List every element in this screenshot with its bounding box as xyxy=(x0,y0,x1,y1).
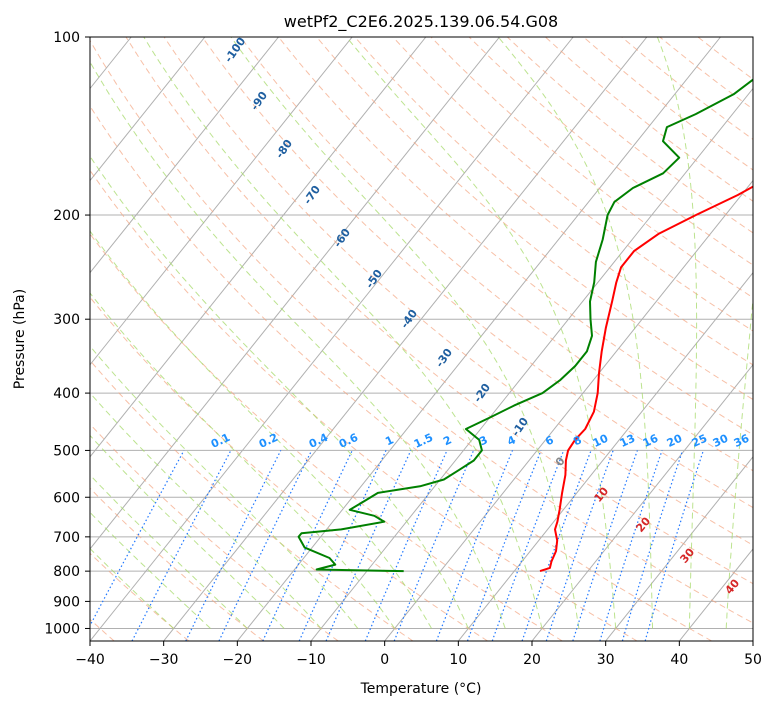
dry-adiabat-line xyxy=(90,233,563,641)
mixing-ratio-line xyxy=(393,450,475,641)
isotherm-line xyxy=(163,37,648,641)
dry-adiabat-line xyxy=(90,423,339,641)
mixing-ratio-label: 10 xyxy=(591,432,611,450)
mixing-ratio-label: 30 xyxy=(711,432,731,450)
series-layer xyxy=(297,78,753,573)
moist-adiabat-line xyxy=(90,474,248,629)
y-tick-label: 800 xyxy=(53,564,80,580)
mixing-ratio-line xyxy=(545,450,614,641)
dry-adiabat-line xyxy=(90,296,488,641)
x-tick-label: 40 xyxy=(670,652,688,668)
mixing-ratio-label: 16 xyxy=(641,432,661,450)
y-tick-label: 500 xyxy=(53,443,80,459)
temperature-profile-line xyxy=(539,185,753,573)
dry-adiabat-line xyxy=(392,37,753,332)
isotherm-line xyxy=(457,271,753,641)
dry-adiabat-line xyxy=(278,37,753,436)
x-tick-label: 10 xyxy=(449,652,467,668)
x-tick-label: 50 xyxy=(744,652,762,668)
isotherm-line xyxy=(90,37,500,550)
y-tick-label: 700 xyxy=(53,530,80,546)
isotherm-line xyxy=(90,37,279,274)
dry-adiabat-line xyxy=(201,37,753,509)
dry-adiabat-line xyxy=(90,169,638,641)
dry-adiabat-line xyxy=(90,552,190,641)
mixing-ratio-line xyxy=(466,450,542,641)
mixing-ratio-line xyxy=(325,450,412,641)
mixing-ratio-line xyxy=(644,450,704,641)
dry-adiabat-line xyxy=(90,105,712,641)
moist-adiabat-line xyxy=(230,37,580,629)
y-axis: 100 200 300 400 500 600 700 800 900 1000 xyxy=(44,30,90,637)
dry-adiabat-line xyxy=(354,37,753,366)
dry-adiabat-line xyxy=(163,37,753,546)
moist-adiabat-line xyxy=(90,547,175,629)
moist-adiabat-line xyxy=(346,37,617,629)
mixing-ratio-label: 25 xyxy=(690,432,709,450)
y-tick-label: 600 xyxy=(53,490,80,506)
isotherm-line xyxy=(384,179,753,641)
x-tick-label: 20 xyxy=(523,652,541,668)
mixing-ratio-line xyxy=(435,450,514,641)
mixing-ratio-line xyxy=(572,450,638,641)
isotherm-line xyxy=(605,456,753,641)
moist-adiabat-line xyxy=(90,230,432,629)
isotherm-line xyxy=(90,37,206,182)
mixing-ratio-line xyxy=(621,450,684,641)
x-axis-title: Temperature (°C) xyxy=(360,681,482,697)
mixing-ratio-line xyxy=(90,450,185,627)
moist-adiabat-line xyxy=(497,37,653,629)
y-tick-label: 100 xyxy=(53,30,80,46)
mixing-ratio-line xyxy=(491,450,565,641)
y-axis-title: Pressure (hPa) xyxy=(12,289,28,389)
mixing-ratio-line xyxy=(364,450,448,641)
dry-adiabat-line xyxy=(90,359,414,641)
chart-title: wetPf2_C2E6.2025.139.06.54.G08 xyxy=(284,12,558,32)
isotherm-line xyxy=(236,37,721,641)
y-tick-label: 400 xyxy=(53,386,80,402)
moist-adiabat-line xyxy=(90,61,506,629)
mixing-ratio-label: 20 xyxy=(665,432,685,450)
mixing-ratio-line xyxy=(599,450,663,641)
x-tick-label: −30 xyxy=(149,652,179,668)
mixing-ratio-line xyxy=(185,450,282,641)
mixing-ratio-label: 36 xyxy=(732,432,752,450)
moist-adiabat-line xyxy=(90,511,211,629)
y-tick-label: 300 xyxy=(53,312,80,328)
mixing-ratio-label: 13 xyxy=(618,432,637,450)
dewpoint-profile-line xyxy=(297,78,753,573)
mixing-ratio-line xyxy=(521,450,592,641)
dry-adiabat-line xyxy=(316,37,753,401)
dry-adiabat-line xyxy=(125,37,753,585)
moist-adiabat-line xyxy=(90,292,396,629)
y-tick-label: 900 xyxy=(53,594,80,610)
x-tick-label: 0 xyxy=(380,652,389,668)
isotherm-line xyxy=(531,363,753,641)
moist-adiabat-line xyxy=(90,345,359,629)
x-axis: −40 −30 −20 −10 0 10 20 30 40 50 xyxy=(75,641,762,668)
isotherm-line xyxy=(90,37,427,458)
isotherm-line xyxy=(90,37,353,366)
x-tick-label: 30 xyxy=(597,652,615,668)
dry-adiabat-line xyxy=(90,39,753,624)
moist-adiabat-line xyxy=(725,293,753,629)
background-lines xyxy=(90,37,753,641)
x-tick-label: −20 xyxy=(223,652,253,668)
moist-adiabat-line xyxy=(90,155,469,629)
y-tick-label: 200 xyxy=(53,208,80,224)
isotherm-line xyxy=(90,37,574,641)
y-tick-label: 1000 xyxy=(44,621,80,637)
x-tick-label: −40 xyxy=(75,652,105,668)
moist-adiabat-line xyxy=(143,37,543,629)
moist-adiabat-line xyxy=(656,37,698,629)
x-tick-label: −10 xyxy=(296,652,326,668)
plot-frame xyxy=(89,36,754,642)
